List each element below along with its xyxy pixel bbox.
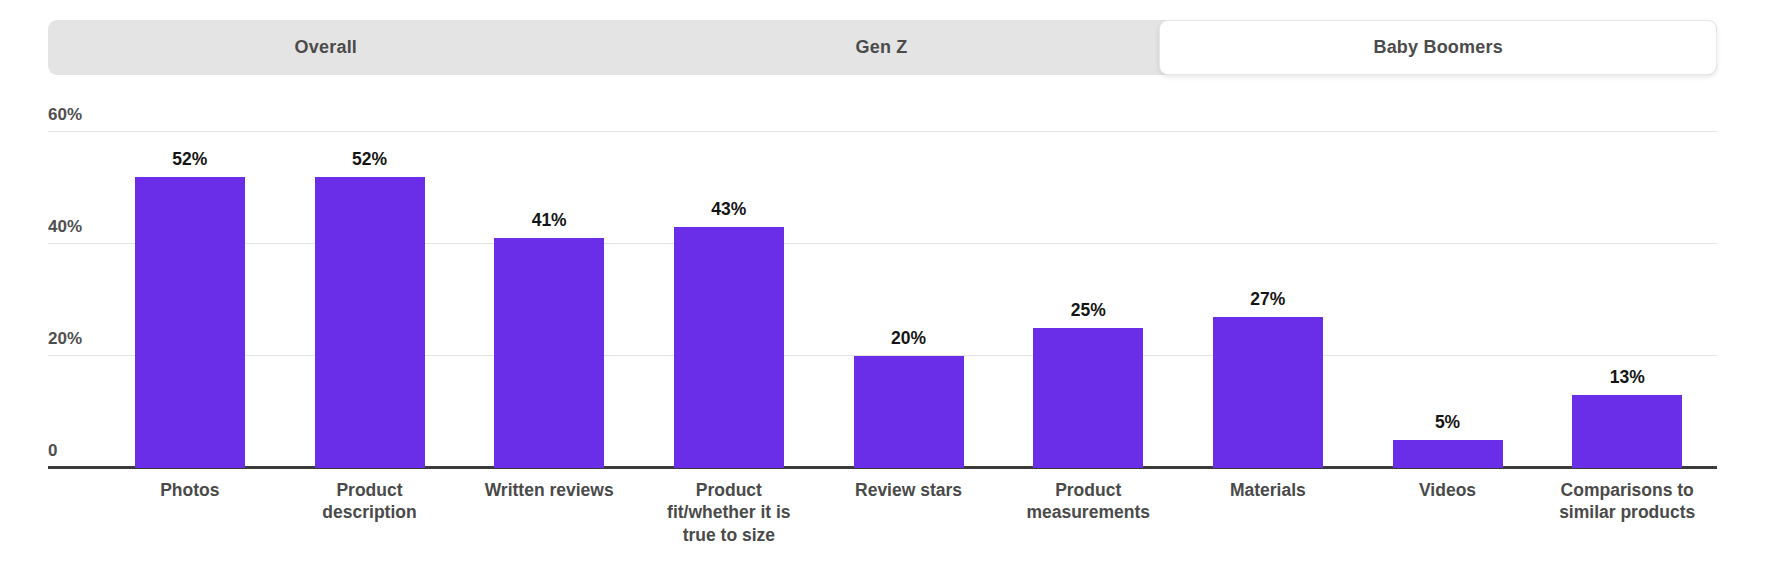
tab-overall[interactable]: Overall	[48, 20, 604, 75]
bar-value-label: 13%	[1610, 367, 1645, 388]
bar[interactable]	[1213, 317, 1323, 468]
x-category-label: Product description	[280, 479, 460, 546]
x-axis-labels: PhotosProduct descriptionWritten reviews…	[100, 479, 1717, 546]
tab-baby-boomers[interactable]: Baby Boomers	[1159, 20, 1717, 75]
bar-column: 25%	[998, 300, 1178, 468]
bar-value-label: 52%	[172, 149, 207, 170]
bar[interactable]	[1393, 440, 1503, 468]
bar[interactable]	[494, 238, 604, 468]
y-tick-20: 20%	[48, 329, 82, 349]
bar-value-label: 43%	[711, 199, 746, 220]
y-tick-60: 60%	[48, 105, 82, 125]
bar-value-label: 27%	[1250, 289, 1285, 310]
bar[interactable]	[135, 177, 245, 468]
x-category-label: Videos	[1358, 479, 1538, 546]
page: Overall Gen Z Baby Boomers 60% 40% 20% 0…	[0, 0, 1774, 546]
tab-bar: Overall Gen Z Baby Boomers	[48, 20, 1717, 75]
bar-value-label: 5%	[1435, 412, 1460, 433]
x-category-label: Written reviews	[459, 479, 639, 546]
bar-column: 20%	[819, 328, 999, 468]
tab-gen-z[interactable]: Gen Z	[604, 20, 1160, 75]
bar[interactable]	[1033, 328, 1143, 468]
bar-value-label: 25%	[1071, 300, 1106, 321]
y-tick-0: 0	[48, 441, 57, 461]
bar-value-label: 52%	[352, 149, 387, 170]
y-tick-40: 40%	[48, 217, 82, 237]
bar-column: 27%	[1178, 289, 1358, 468]
x-category-label: Photos	[100, 479, 280, 546]
bar-column: 52%	[100, 149, 280, 468]
x-category-label: Comparisons to similar products	[1537, 479, 1717, 546]
x-category-label: Review stars	[819, 479, 999, 546]
bar-column: 52%	[280, 149, 460, 468]
bar-chart: 60% 40% 20% 0 52%52%41%43%20%25%27%5%13%…	[48, 132, 1717, 546]
x-category-label: Product fit/whether it is true to size	[639, 479, 819, 546]
bar-value-label: 41%	[532, 210, 567, 231]
bars-container: 52% 52% 41% 43% 20% 25% 27% 5% 13%	[100, 132, 1717, 468]
bar[interactable]	[1572, 395, 1682, 468]
bar-value-label: 20%	[891, 328, 926, 349]
bar-column: 13%	[1537, 367, 1717, 468]
x-category-label: Product measurements	[998, 479, 1178, 546]
plot-area: 60% 40% 20% 0 52%52%41%43%20%25%27%5%13%	[48, 132, 1717, 468]
bar-column: 43%	[639, 199, 819, 468]
x-category-label: Materials	[1178, 479, 1358, 546]
bar[interactable]	[854, 356, 964, 468]
bar[interactable]	[674, 227, 784, 468]
bar-column: 41%	[459, 210, 639, 468]
bar[interactable]	[315, 177, 425, 468]
bar-column: 5%	[1358, 412, 1538, 468]
